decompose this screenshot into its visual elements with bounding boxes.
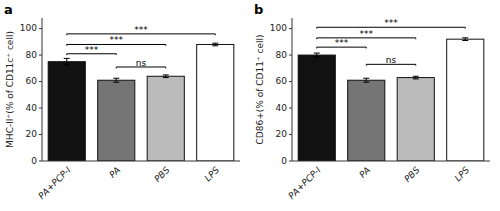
panel-title: a bbox=[4, 2, 13, 17]
bar bbox=[298, 55, 335, 161]
x-tick-label: PA bbox=[107, 165, 122, 180]
y-axis-label: MHC-II⁺(% of CD11c⁺ cell) bbox=[5, 31, 15, 148]
y-tick-label: 40 bbox=[26, 103, 38, 113]
y-tick-label: 0 bbox=[31, 156, 37, 166]
error-bar bbox=[413, 76, 419, 79]
error-bar bbox=[363, 78, 369, 82]
error-bar bbox=[212, 43, 218, 46]
y-axis bbox=[42, 18, 43, 161]
x-tick-label: PBS bbox=[402, 165, 422, 185]
x-tick-label: PA+PCP-I bbox=[286, 165, 322, 201]
y-tick-label: 0 bbox=[281, 156, 287, 166]
y-tick bbox=[289, 134, 292, 135]
x-axis bbox=[42, 161, 240, 162]
x-tick-label: PA+PCP-I bbox=[36, 165, 72, 201]
panel: 0 20 40 60 80 100 PA+PCP-I PA PBS LPS MHC-II⁺(% of… bbox=[4, 2, 240, 201]
bar bbox=[147, 76, 184, 161]
x-tick-label: PA bbox=[357, 165, 372, 180]
y-tick-label: 100 bbox=[20, 23, 37, 33]
bar bbox=[397, 78, 434, 161]
y-tick bbox=[39, 134, 42, 135]
y-tick-label: 20 bbox=[26, 129, 38, 139]
significance-label: *** bbox=[384, 18, 398, 28]
panel-title: b bbox=[254, 2, 263, 17]
error-bar bbox=[314, 53, 320, 57]
y-tick-label: 20 bbox=[276, 129, 288, 139]
y-tick bbox=[289, 81, 292, 82]
x-tick-label: PBS bbox=[152, 165, 172, 185]
significance-label: *** bbox=[85, 45, 99, 55]
y-tick-label: 100 bbox=[270, 23, 287, 33]
figure: 0 20 40 60 80 100 PA+PCP-I PA PBS LPS MHC-II⁺(% of… bbox=[0, 0, 500, 211]
bar bbox=[98, 80, 135, 161]
significance-label: *** bbox=[110, 35, 124, 45]
x-axis bbox=[292, 161, 490, 162]
y-tick-label: 40 bbox=[276, 103, 288, 113]
significance-label: ns bbox=[136, 58, 147, 68]
y-axis bbox=[292, 18, 293, 161]
bar bbox=[197, 44, 234, 161]
significance-label: *** bbox=[335, 38, 349, 48]
bar bbox=[447, 39, 484, 161]
error-bar bbox=[163, 75, 169, 78]
y-tick bbox=[289, 161, 292, 162]
significance-label: ns bbox=[386, 55, 397, 65]
error-bar bbox=[462, 38, 468, 41]
y-tick bbox=[39, 55, 42, 56]
error-bar bbox=[113, 78, 119, 82]
bar bbox=[348, 80, 385, 161]
y-tick bbox=[289, 108, 292, 109]
bars bbox=[48, 43, 234, 161]
y-tick-label: 60 bbox=[276, 76, 288, 86]
y-tick-label: 80 bbox=[26, 50, 38, 60]
bars bbox=[298, 38, 484, 161]
error-bar bbox=[64, 58, 70, 65]
y-tick bbox=[39, 81, 42, 82]
x-tick-label: LPS bbox=[453, 165, 472, 184]
x-tick-label: LPS bbox=[203, 165, 222, 184]
bar bbox=[48, 62, 85, 161]
y-tick bbox=[39, 108, 42, 109]
panel: 0 20 40 60 80 100 PA+PCP-I PA PBS LPS CD86+(% of C… bbox=[254, 2, 490, 201]
y-tick bbox=[39, 161, 42, 162]
y-axis-label: CD86+(% of CD11⁺ cell) bbox=[255, 35, 265, 145]
y-tick bbox=[289, 55, 292, 56]
significance-label: *** bbox=[134, 25, 148, 35]
y-tick bbox=[289, 28, 292, 29]
y-tick-label: 80 bbox=[276, 50, 288, 60]
y-tick bbox=[39, 28, 42, 29]
significance-label: *** bbox=[360, 29, 374, 39]
y-tick-label: 60 bbox=[26, 76, 38, 86]
